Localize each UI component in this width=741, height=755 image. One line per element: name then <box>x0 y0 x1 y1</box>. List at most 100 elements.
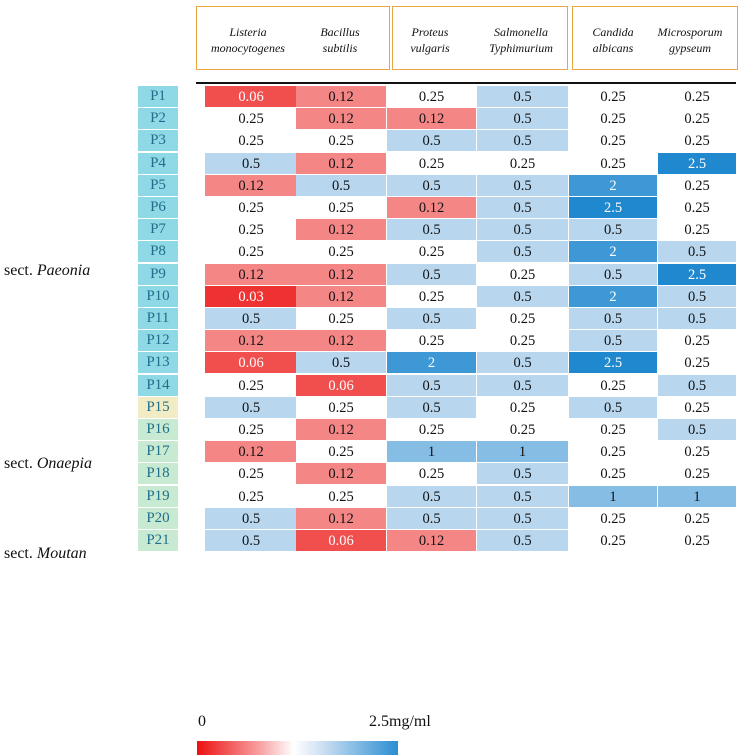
heatmap-cell: 0.25 <box>569 374 657 396</box>
heatmap-cell: 0.5 <box>387 374 476 396</box>
heatmap-cell: 0.25 <box>477 263 568 285</box>
column-header-1-line1: Listeria <box>229 25 267 39</box>
heatmap-cell: 2 <box>387 352 476 374</box>
heatmap-cell: 0.25 <box>387 330 476 352</box>
header-group-box-1 <box>196 6 390 70</box>
heatmap-cell: 0.25 <box>658 86 736 107</box>
heatmap-cell: 0.25 <box>205 241 297 263</box>
column-header-4-line1: Salmonella <box>494 25 548 39</box>
section-label-onaepia: sect. Onaepia <box>4 455 92 473</box>
heatmap-cell: 2.5 <box>569 197 657 218</box>
heatmap-cell: 0.25 <box>658 219 736 241</box>
heatmap-cell: 0.12 <box>296 219 386 241</box>
heatmap-cell: 0.25 <box>658 441 736 463</box>
heatmap-cell: 0.25 <box>387 152 476 174</box>
row-label: P18 <box>138 463 178 485</box>
heatmap-cell: 1 <box>477 441 568 463</box>
heatmap-cell: 0.5 <box>569 396 657 418</box>
row-label: P5 <box>138 174 178 196</box>
heatmap-cell: 0.5 <box>477 507 568 529</box>
heatmap-cell: 0.25 <box>569 463 657 485</box>
heatmap-cell: 0.5 <box>205 507 297 529</box>
heatmap-cell: 0.25 <box>205 374 297 396</box>
row-label: P16 <box>138 419 178 440</box>
heatmap-cell: 0.5 <box>387 308 476 329</box>
heatmap-cell: 0.25 <box>387 463 476 485</box>
heatmap-cell: 0.25 <box>658 330 736 352</box>
column-header-5-line1: Candida <box>592 25 634 39</box>
heatmap-cell: 0.5 <box>658 419 736 440</box>
section-prefix: sect. <box>4 545 33 562</box>
heatmap-cell: 0.12 <box>296 463 386 485</box>
heatmap-cell: 0.5 <box>477 352 568 374</box>
heatmap-cell: 1 <box>658 485 736 507</box>
heatmap-cell: 0.12 <box>205 174 297 196</box>
heatmap-cell: 0.03 <box>205 285 297 307</box>
heatmap-cell: 0.5 <box>205 308 297 329</box>
column-header-4: Salmonella Typhimurium <box>476 24 566 56</box>
heatmap-cell: 0.5 <box>387 396 476 418</box>
heatmap-cell: 0.25 <box>205 130 297 152</box>
heatmap-cell: 0.5 <box>387 174 476 196</box>
heatmap-cell: 0.5 <box>205 530 297 551</box>
heatmap-cell: 2 <box>569 241 657 263</box>
row-label: P4 <box>138 152 178 174</box>
row-label: P17 <box>138 441 178 463</box>
section-label-paeonia: sect. Paeonia <box>4 262 90 280</box>
heatmap-cell: 0.5 <box>477 197 568 218</box>
heatmap-cell: 0.5 <box>477 108 568 130</box>
heatmap-cell: 0.25 <box>296 197 386 218</box>
heatmap-cell: 0.12 <box>296 108 386 130</box>
heatmap-cell: 0.5 <box>477 485 568 507</box>
heatmap-cell: 0.25 <box>205 419 297 440</box>
column-header-2: Bacillus subtilis <box>295 24 385 56</box>
section-name: Onaepia <box>36 455 92 472</box>
heatmap-cell: 1 <box>387 441 476 463</box>
heatmap-cell: 0.25 <box>296 308 386 329</box>
heatmap-cell: 0.25 <box>658 530 736 551</box>
header-group-box-3 <box>572 6 738 70</box>
column-header-6: Microsporum gypseum <box>645 24 735 56</box>
row-label: P19 <box>138 485 178 507</box>
section-name: Paeonia <box>36 262 91 279</box>
heatmap-cell: 0.25 <box>569 152 657 174</box>
row-label: P15 <box>138 396 178 418</box>
column-header-5-line2: albicans <box>592 41 634 55</box>
row-label: P20 <box>138 507 178 529</box>
row-label: P14 <box>138 374 178 396</box>
heatmap-cell: 0.06 <box>296 530 386 551</box>
heatmap-cell: 0.5 <box>387 507 476 529</box>
heatmap-cell: 0.25 <box>296 396 386 418</box>
heatmap-cell: 0.25 <box>569 507 657 529</box>
heatmap-cell: 0.12 <box>296 419 386 440</box>
column-header-6-line1: Microsporum <box>657 25 723 39</box>
row-label: P2 <box>138 108 178 130</box>
row-label: P13 <box>138 352 178 374</box>
heatmap-cell: 0.5 <box>477 285 568 307</box>
heatmap-cell: 0.25 <box>205 485 297 507</box>
row-label: P1 <box>138 86 178 107</box>
heatmap-cell: 0.12 <box>296 330 386 352</box>
column-header-1-line2: monocytogenes <box>211 41 285 55</box>
heatmap-cell: 0.25 <box>387 419 476 440</box>
heatmap-cell: 0.12 <box>296 86 386 107</box>
heatmap-cell: 0.5 <box>387 485 476 507</box>
heatmap-cell: 0.25 <box>387 241 476 263</box>
heatmap-cell: 0.25 <box>477 330 568 352</box>
header-rule <box>196 82 736 84</box>
heatmap-cell: 0.06 <box>296 374 386 396</box>
heatmap-cell: 0.25 <box>569 441 657 463</box>
colorbar <box>197 741 398 755</box>
heatmap-cell: 0.25 <box>569 86 657 107</box>
heatmap-cell: 2.5 <box>569 352 657 374</box>
heatmap-cell: 0.12 <box>296 152 386 174</box>
heatmap-cell: 0.25 <box>477 308 568 329</box>
heatmap-cell: 0.25 <box>477 396 568 418</box>
colorbar-min-label: 0 <box>198 713 206 730</box>
heatmap-cell: 0.5 <box>569 308 657 329</box>
heatmap-cell: 0.06 <box>205 352 297 374</box>
heatmap-cell: 0.06 <box>205 86 297 107</box>
heatmap-cell: 0.25 <box>658 197 736 218</box>
heatmap-cell: 0.5 <box>205 152 297 174</box>
heatmap-cell: 0.25 <box>658 108 736 130</box>
